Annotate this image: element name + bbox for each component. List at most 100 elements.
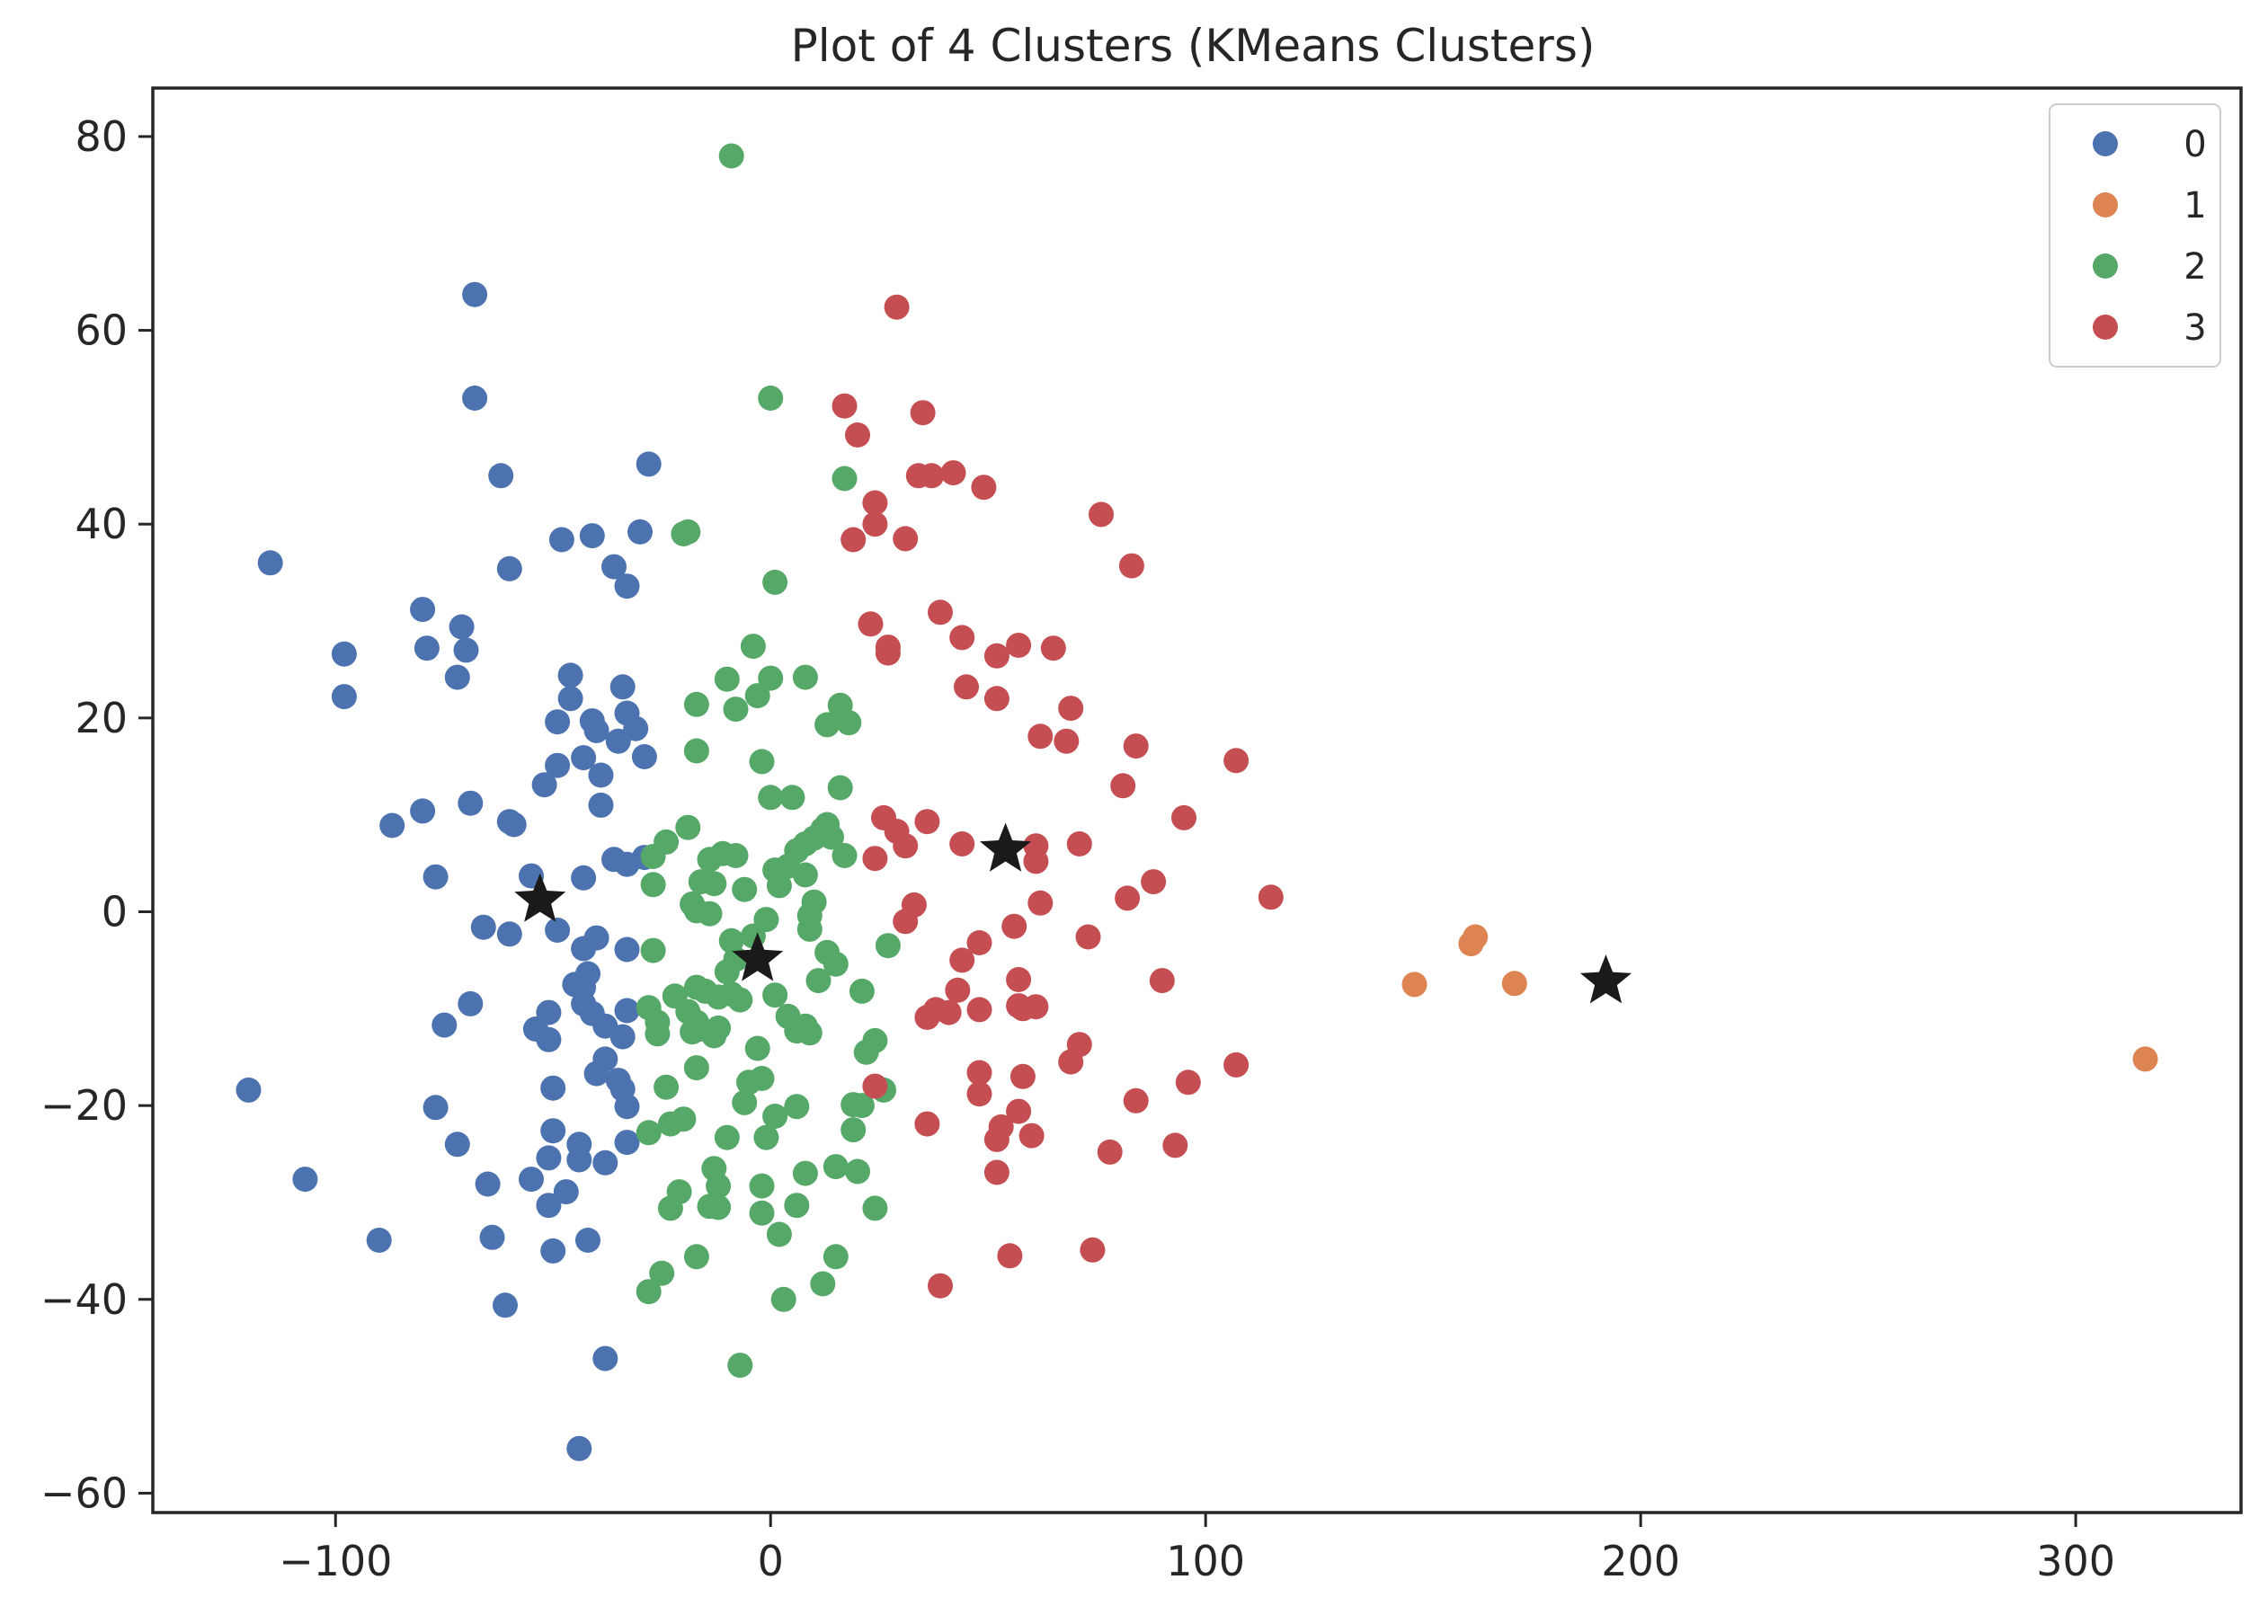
- data-point-cluster-3: [1110, 773, 1136, 799]
- x-tick-label: 0: [758, 1537, 784, 1585]
- data-point-cluster-2: [640, 937, 666, 963]
- data-point-cluster-0: [257, 550, 283, 576]
- data-point-cluster-2: [706, 1173, 732, 1199]
- data-point-cluster-3: [1023, 994, 1049, 1020]
- data-point-cluster-0: [488, 463, 514, 489]
- data-point-cluster-3: [983, 686, 1009, 712]
- data-point-cluster-3: [832, 393, 858, 419]
- legend-label-2: 2: [2184, 246, 2206, 288]
- data-point-cluster-3: [928, 1273, 953, 1299]
- data-point-cluster-2: [823, 1244, 849, 1270]
- data-point-cluster-2: [784, 1018, 810, 1044]
- data-point-cluster-2: [714, 1124, 740, 1150]
- data-point-cluster-2: [714, 959, 740, 985]
- data-point-cluster-0: [566, 1435, 592, 1461]
- data-point-cluster-2: [680, 1019, 706, 1045]
- data-point-cluster-3: [940, 460, 966, 486]
- data-point-cluster-3: [1097, 1139, 1123, 1165]
- data-point-cluster-2: [744, 683, 770, 709]
- data-point-cluster-0: [609, 1024, 636, 1050]
- data-point-cluster-1: [1501, 971, 1527, 997]
- y-tick-label: −40: [40, 1275, 128, 1324]
- data-point-cluster-2: [875, 933, 901, 959]
- data-point-cluster-3: [893, 526, 919, 552]
- data-point-cluster-3: [1006, 1098, 1032, 1124]
- data-point-cluster-0: [462, 281, 488, 307]
- data-point-cluster-3: [1006, 633, 1032, 658]
- data-point-cluster-0: [579, 523, 605, 549]
- data-point-cluster-0: [236, 1077, 262, 1103]
- data-point-cluster-2: [836, 710, 862, 736]
- data-point-cluster-0: [592, 1345, 618, 1371]
- data-point-cluster-2: [796, 916, 823, 942]
- data-point-cluster-2: [753, 1124, 779, 1150]
- data-point-cluster-2: [683, 738, 709, 764]
- data-point-cluster-2: [671, 1106, 697, 1132]
- data-point-cluster-2: [697, 901, 723, 927]
- data-point-cluster-0: [531, 772, 557, 798]
- plot-frame: [151, 86, 2243, 1514]
- data-point-cluster-3: [845, 422, 870, 448]
- data-point-cluster-0: [614, 936, 640, 963]
- data-point-cluster-2: [784, 1193, 810, 1219]
- data-point-cluster-1: [1401, 972, 1428, 998]
- data-point-cluster-2: [749, 1200, 775, 1226]
- data-point-cluster-0: [631, 744, 657, 769]
- data-point-cluster-0: [614, 573, 640, 599]
- data-point-cluster-0: [366, 1228, 392, 1253]
- data-point-cluster-3: [1258, 884, 1284, 910]
- data-point-cluster-3: [884, 294, 910, 320]
- y-tick-label: −20: [40, 1081, 128, 1130]
- data-point-cluster-0: [519, 1167, 544, 1193]
- data-point-cluster-0: [422, 864, 449, 890]
- points-layer: [236, 143, 2158, 1461]
- data-point-cluster-0: [444, 664, 470, 690]
- data-point-cluster-0: [571, 745, 597, 771]
- data-point-cluster-0: [571, 936, 597, 962]
- data-point-cluster-3: [1080, 1237, 1106, 1263]
- data-point-cluster-2: [744, 1035, 770, 1061]
- data-point-cluster-3: [1162, 1132, 1188, 1158]
- data-point-cluster-2: [714, 666, 740, 692]
- data-point-cluster-0: [479, 1224, 505, 1250]
- data-point-cluster-0: [545, 918, 571, 943]
- data-point-cluster-3: [936, 999, 962, 1025]
- data-point-cluster-0: [592, 1149, 618, 1176]
- data-point-cluster-2: [697, 847, 723, 873]
- data-point-cluster-0: [588, 762, 614, 788]
- centroid-star-icon: [980, 822, 1032, 872]
- data-point-cluster-0: [571, 865, 597, 891]
- data-point-cluster-2: [645, 1021, 671, 1047]
- data-point-cluster-2: [675, 519, 701, 545]
- data-point-cluster-2: [758, 386, 784, 411]
- data-point-cluster-2: [701, 1023, 727, 1049]
- data-point-cluster-3: [1058, 1049, 1084, 1075]
- data-point-cluster-0: [493, 1292, 518, 1318]
- data-point-cluster-2: [749, 1066, 775, 1091]
- data-point-cluster-0: [496, 555, 522, 581]
- data-point-cluster-3: [1023, 848, 1049, 874]
- data-point-cluster-2: [819, 824, 844, 850]
- data-point-cluster-0: [379, 812, 405, 839]
- data-point-cluster-0: [562, 972, 588, 998]
- data-point-cluster-2: [762, 569, 788, 595]
- data-point-cluster-0: [601, 554, 627, 580]
- x-axis: −100 0 100 200 300: [279, 1513, 2115, 1585]
- data-point-cluster-0: [553, 1179, 579, 1205]
- y-tick-label: 20: [75, 694, 128, 742]
- y-tick-label: 80: [75, 112, 128, 161]
- data-point-cluster-2: [832, 843, 858, 868]
- data-point-cluster-3: [862, 1073, 888, 1099]
- data-point-cluster-2: [723, 697, 749, 723]
- data-point-cluster-0: [627, 519, 653, 545]
- x-tick-label: 300: [2036, 1537, 2115, 1585]
- data-point-cluster-0: [583, 1060, 609, 1087]
- data-point-cluster-0: [540, 1238, 566, 1264]
- legend-label-1: 1: [2184, 185, 2206, 226]
- data-point-cluster-3: [966, 930, 992, 955]
- data-point-cluster-0: [545, 752, 571, 778]
- data-point-cluster-2: [683, 1055, 709, 1081]
- data-point-cluster-3: [1123, 1087, 1149, 1114]
